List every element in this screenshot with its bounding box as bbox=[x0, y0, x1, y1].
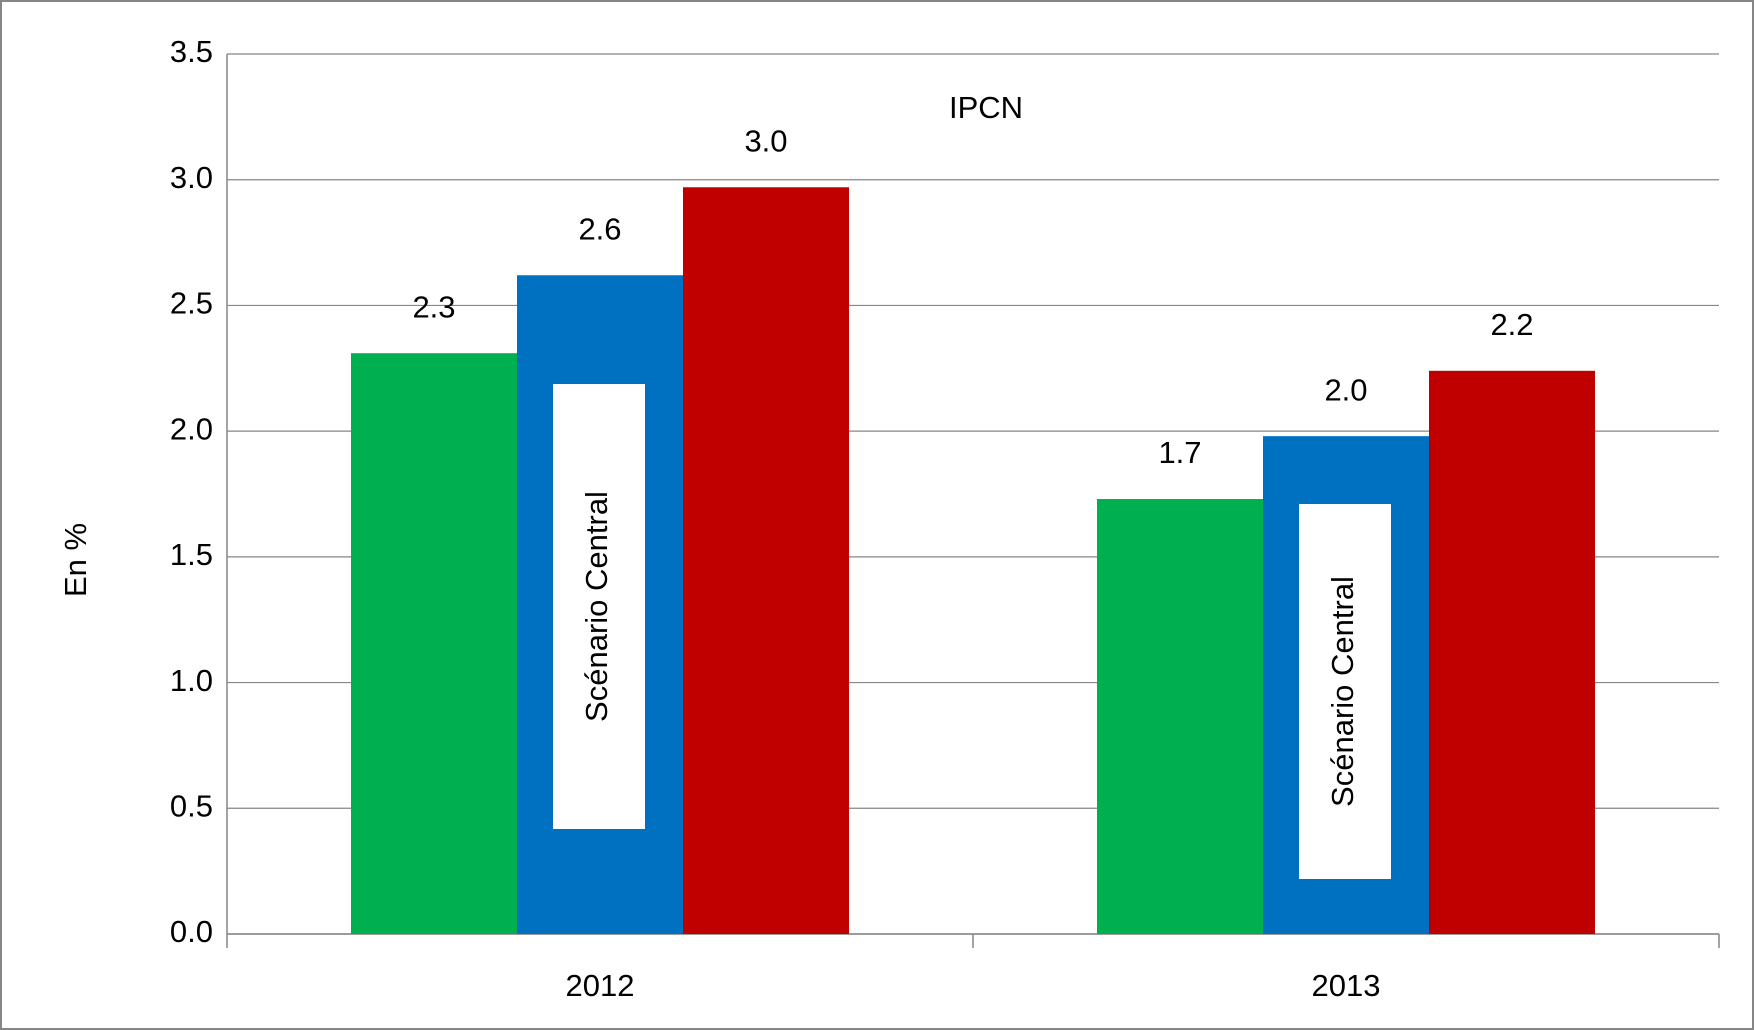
data-label: 2.6 bbox=[578, 211, 621, 246]
data-label: 2.0 bbox=[1324, 372, 1367, 407]
bar bbox=[683, 187, 849, 934]
x-tick-label: 2013 bbox=[1312, 968, 1381, 1003]
annotation-box bbox=[1299, 504, 1391, 879]
data-label: 3.0 bbox=[744, 123, 787, 158]
x-tick-label: 2012 bbox=[566, 968, 635, 1003]
data-label: 2.3 bbox=[412, 289, 455, 324]
y-tick-label: 1.5 bbox=[170, 537, 213, 572]
annotation: Scénario Central bbox=[579, 491, 614, 722]
data-label: 2.2 bbox=[1490, 307, 1533, 342]
y-tick-label: 3.0 bbox=[170, 160, 213, 195]
data-label: 1.7 bbox=[1158, 435, 1201, 470]
bar bbox=[351, 353, 517, 934]
y-tick-label: 0.5 bbox=[170, 788, 213, 823]
annotation-box bbox=[553, 384, 645, 829]
chart-title: IPCN bbox=[949, 90, 1023, 125]
y-tick-label: 2.5 bbox=[170, 286, 213, 321]
y-axis-label: En % bbox=[58, 523, 93, 597]
bar bbox=[1429, 370, 1595, 934]
y-tick-label: 3.5 bbox=[170, 34, 213, 69]
annotation: Scénario Central bbox=[1325, 576, 1360, 807]
y-tick-label: 1.0 bbox=[170, 663, 213, 698]
y-tick-label: 2.0 bbox=[170, 411, 213, 446]
y-tick-label: 0.0 bbox=[170, 914, 213, 949]
bar bbox=[1097, 499, 1263, 934]
